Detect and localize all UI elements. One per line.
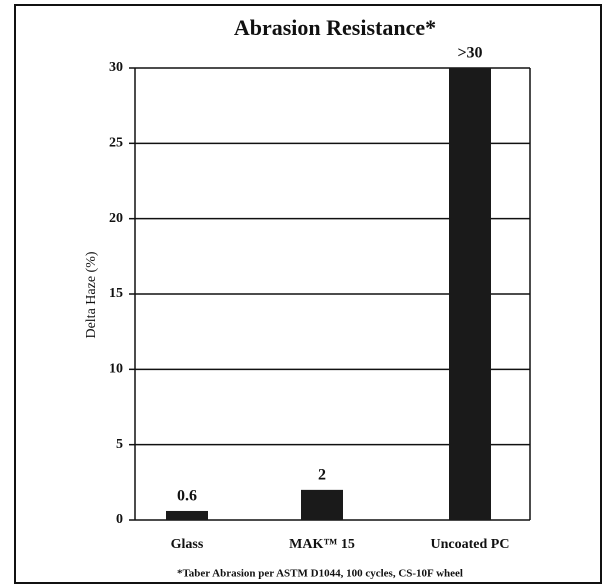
- x-tick-label: MAK™ 15: [289, 537, 355, 552]
- y-tick-label: 20: [109, 211, 123, 226]
- data-label: 0.6: [177, 488, 197, 505]
- y-tick-label: 5: [116, 437, 123, 452]
- y-tick-label: 25: [109, 136, 123, 151]
- y-tick-label: 30: [109, 60, 123, 75]
- y-tick-label: 10: [109, 362, 123, 377]
- x-tick-label: Uncoated PC: [431, 537, 510, 552]
- data-label: >30: [457, 45, 482, 62]
- data-label: 2: [318, 467, 326, 484]
- footnote: *Taber Abrasion per ASTM D1044, 100 cycl…: [177, 568, 463, 580]
- frame: [14, 4, 602, 584]
- y-tick-label: 0: [116, 512, 123, 527]
- bar: [166, 510, 208, 520]
- y-tick-label: 15: [109, 286, 123, 301]
- x-tick-label: Glass: [171, 537, 204, 552]
- bar: [301, 489, 343, 520]
- bar: [449, 68, 491, 520]
- chart-title: Abrasion Resistance*: [234, 15, 436, 40]
- y-axis-label: Delta Haze (%): [84, 251, 99, 338]
